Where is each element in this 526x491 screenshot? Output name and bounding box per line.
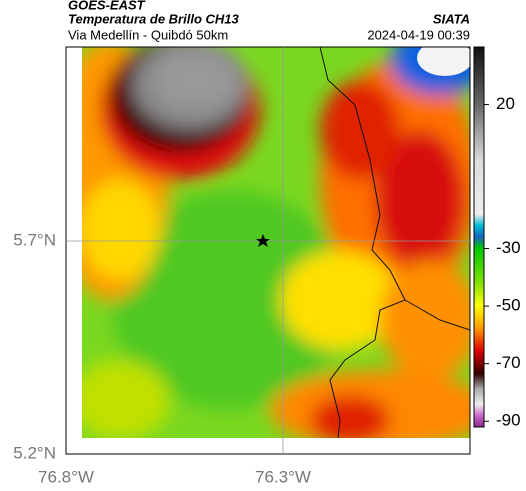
- brand: SIATA: [433, 11, 470, 26]
- lon-label: 76.8°W: [38, 467, 94, 486]
- lat-label: 5.2°N: [13, 443, 56, 462]
- colorbar-tick-label: -30: [496, 238, 521, 257]
- map-image: [82, 47, 470, 438]
- lon-label: 76.3°W: [255, 467, 311, 486]
- lat-label: 5.7°N: [13, 230, 56, 249]
- source: GOES-EAST: [68, 0, 146, 12]
- colorbar: [473, 46, 485, 428]
- title: Temperatura de Brillo CH13: [68, 11, 240, 26]
- city-marker: [256, 234, 270, 247]
- colorbar-tick-label: -90: [496, 411, 521, 430]
- timestamp: 2024-04-19 00:39: [367, 27, 470, 42]
- colorbar-tick-label: 20: [496, 94, 515, 113]
- colorbar-tick-label: -70: [496, 353, 521, 372]
- colorbar-tick-label: -50: [496, 296, 521, 315]
- map-frame: [65, 46, 471, 455]
- subtitle: Via Medellín - Quibdó 50km: [68, 27, 228, 42]
